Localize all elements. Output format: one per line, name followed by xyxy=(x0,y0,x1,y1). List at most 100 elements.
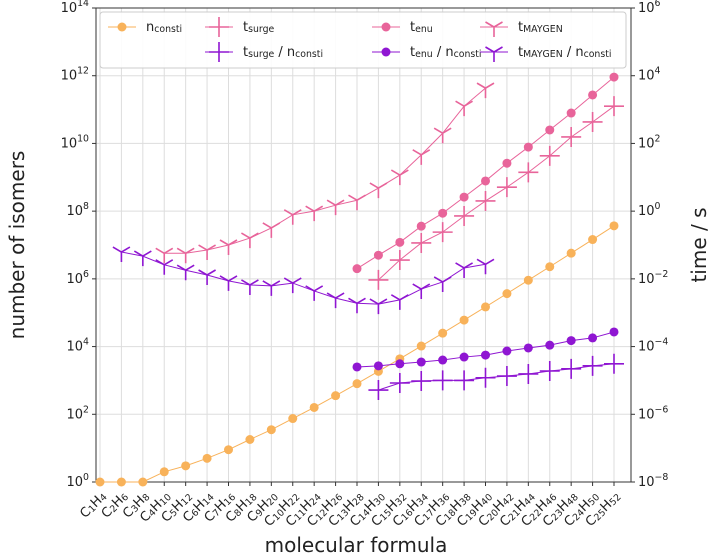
x-tick-label: C2H6 xyxy=(98,489,131,522)
marker xyxy=(155,259,174,275)
marker xyxy=(566,248,576,258)
series-line xyxy=(121,251,486,305)
marker xyxy=(496,177,517,198)
y2-tick-label: 10−2 xyxy=(638,268,668,286)
marker xyxy=(432,222,453,243)
marker xyxy=(412,149,431,165)
marker xyxy=(288,414,298,424)
marker xyxy=(459,315,469,325)
marker xyxy=(523,275,533,285)
marker xyxy=(348,194,366,211)
y-tick-label: 1010 xyxy=(61,133,89,151)
y-tick-label: 1012 xyxy=(61,65,89,83)
marker xyxy=(523,343,533,353)
marker xyxy=(481,302,490,312)
marker xyxy=(245,435,255,445)
legend-label: tenu xyxy=(410,20,433,36)
marker xyxy=(545,262,555,272)
marker xyxy=(209,17,229,37)
marker xyxy=(476,258,495,275)
marker xyxy=(117,22,127,32)
y2-tick-label: 102 xyxy=(638,133,661,151)
marker xyxy=(395,359,405,369)
marker xyxy=(438,208,448,218)
marker xyxy=(176,247,195,264)
marker xyxy=(389,250,410,271)
marker xyxy=(390,169,409,186)
marker xyxy=(518,162,539,183)
x-axis-title: molecular formula xyxy=(265,533,448,557)
marker xyxy=(112,246,131,263)
marker xyxy=(588,235,598,245)
x-tick-label: C1H4 xyxy=(77,489,110,522)
marker xyxy=(561,126,582,147)
marker xyxy=(459,192,469,202)
marker xyxy=(539,145,560,166)
marker xyxy=(352,379,362,389)
marker xyxy=(381,47,391,57)
marker xyxy=(348,297,366,314)
marker xyxy=(326,199,345,216)
marker xyxy=(566,336,576,346)
y2-tick-label: 10−4 xyxy=(638,336,668,354)
y-tick-label: 104 xyxy=(67,336,90,354)
series-line xyxy=(164,87,486,254)
legend-label: tsurge / nconsti xyxy=(243,45,323,61)
marker xyxy=(604,96,624,117)
marker xyxy=(438,355,448,365)
marker xyxy=(454,205,475,226)
x-tick-label: C8H18 xyxy=(223,489,260,526)
marker xyxy=(433,127,452,144)
marker xyxy=(209,42,229,62)
marker xyxy=(176,264,195,281)
marker xyxy=(116,477,126,487)
marker xyxy=(412,283,431,300)
marker xyxy=(481,176,490,186)
x-tick-label: C19H40 xyxy=(454,489,495,530)
y2-tick-label: 100 xyxy=(638,201,661,219)
y2-axis-title: time / s xyxy=(687,207,711,282)
marker xyxy=(198,244,216,261)
marker xyxy=(416,341,426,351)
y-tick-label: 100 xyxy=(67,472,90,490)
marker xyxy=(331,391,341,401)
legend-label: tMAYGEN xyxy=(518,20,563,36)
marker xyxy=(433,276,452,292)
marker xyxy=(588,333,598,343)
marker xyxy=(138,477,148,487)
marker xyxy=(502,158,512,168)
y2-tick-label: 104 xyxy=(638,65,661,83)
legend-label: nconsti xyxy=(146,20,182,36)
y-tick-label: 108 xyxy=(67,201,90,219)
marker xyxy=(588,90,598,100)
x-tick-label: C4H10 xyxy=(137,489,174,526)
marker xyxy=(481,350,490,360)
marker xyxy=(496,366,517,387)
marker xyxy=(416,221,426,231)
marker xyxy=(369,182,388,199)
marker xyxy=(198,269,216,285)
marker xyxy=(352,264,362,274)
marker xyxy=(368,269,389,290)
legend-label: tenu / nconsti xyxy=(410,45,482,61)
marker xyxy=(582,355,603,376)
marker xyxy=(454,370,475,391)
marker xyxy=(283,209,302,225)
marker xyxy=(390,294,409,310)
marker xyxy=(224,445,233,455)
marker xyxy=(305,285,324,301)
marker xyxy=(609,327,619,337)
marker xyxy=(352,362,362,372)
marker xyxy=(476,82,495,99)
marker xyxy=(475,367,496,388)
marker xyxy=(609,221,619,231)
y2-tick-label: 10−8 xyxy=(638,472,668,490)
legend: nconsti tsurge tsurge / nconsti tenu tenu / … xyxy=(99,11,627,69)
series-line xyxy=(378,363,615,391)
marker xyxy=(539,360,560,381)
marker xyxy=(582,111,603,132)
y2-tick-label: 106 xyxy=(638,0,661,16)
marker xyxy=(459,352,469,362)
marker xyxy=(219,239,238,255)
